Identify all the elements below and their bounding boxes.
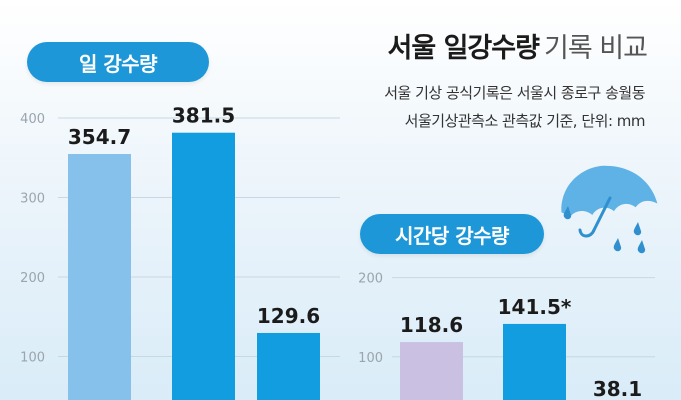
- daily-value-label-3: 129.6: [257, 304, 320, 328]
- daily-tick-label-300: 300: [20, 192, 45, 207]
- hourly-tick-label-200: 200: [358, 272, 383, 287]
- daily-value-label-1: 354.7: [68, 125, 131, 149]
- hourly-value-label-3: 38.1: [593, 377, 642, 400]
- hourly-tick-label-100: 100: [358, 351, 383, 366]
- daily-tick-label-100: 100: [20, 351, 45, 366]
- subtitle-line-1: 서울 기상 공식기록은 서울시 종로구 송월동: [384, 84, 645, 102]
- hourly-value-label-1: 118.6: [400, 313, 463, 337]
- daily-bar-1: [68, 154, 131, 400]
- umbrella-rain-icon: [561, 165, 658, 254]
- page-title: 서울 일강수량 기록 비교: [388, 26, 648, 65]
- daily-value-label-2: 381.5: [172, 104, 235, 128]
- daily-chart-bars: 354.7 381.5 129.6: [68, 104, 320, 400]
- hourly-bar-1: [400, 342, 463, 400]
- hourly-value-label-2: 141.5*: [498, 295, 572, 319]
- daily-bar-3: [257, 332, 320, 400]
- daily-rainfall-pill: 일 강수량: [27, 42, 209, 82]
- daily-bar-2: [172, 132, 235, 400]
- hourly-bar-2: [503, 323, 566, 400]
- title-light: 기록 비교: [544, 33, 648, 64]
- hourly-chart-bars: 118.6 141.5* 38.1: [400, 295, 642, 400]
- subtitle-line-2: 서울기상관측소 관측값 기준, 단위: mm: [404, 112, 646, 130]
- daily-tick-label-400: 400: [20, 112, 45, 127]
- hourly-rainfall-pill: 시간당 강수량: [360, 214, 544, 254]
- title-bold: 서울 일강수량: [387, 33, 540, 64]
- daily-tick-label-200: 200: [20, 271, 45, 286]
